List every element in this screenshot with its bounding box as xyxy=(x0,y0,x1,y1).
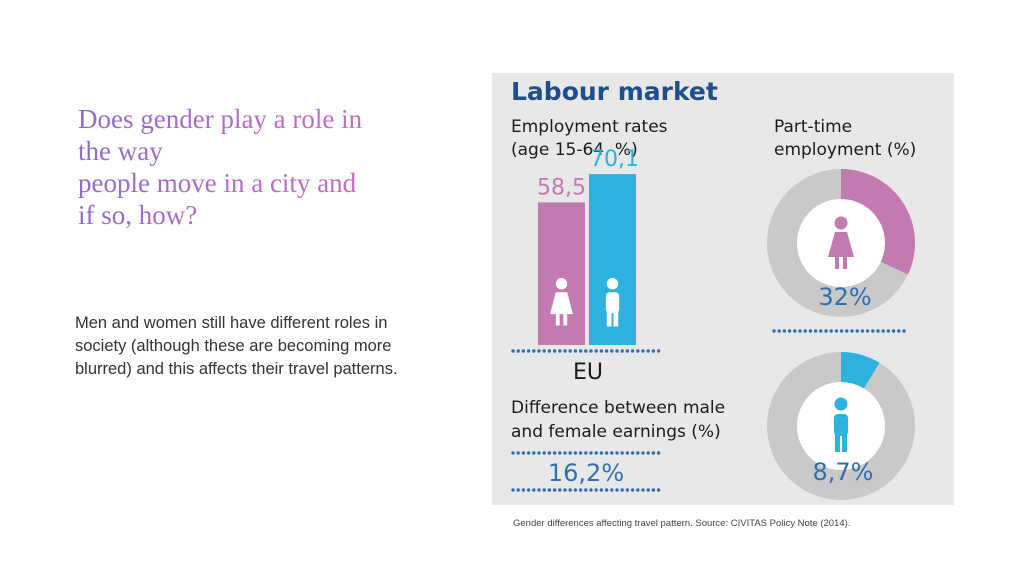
part-time-label: Part-time xyxy=(774,117,852,137)
title-line: the way xyxy=(78,136,163,166)
labour-market-infographic: Labour market Employment rates (age 15-6… xyxy=(492,73,954,505)
slide-title: Does gender play a role in the way peopl… xyxy=(78,103,423,231)
figure-caption: Gender differences affecting travel patt… xyxy=(513,518,851,529)
eu-label: EU xyxy=(573,360,603,385)
earnings-gap-sub-label: and female earnings (%) xyxy=(511,422,721,442)
female-part-time-slice xyxy=(841,169,915,275)
slide-body-text: Men and women still have different roles… xyxy=(75,314,398,378)
employment-bars: 58,570,1 xyxy=(537,147,639,345)
dotted-divider xyxy=(511,349,661,353)
male-icon xyxy=(834,397,848,452)
infographic-title: Labour market xyxy=(511,77,718,106)
part-time-donuts: 32% 8,7% xyxy=(767,169,915,500)
female-icon xyxy=(550,278,573,326)
infographic-svg: Labour market Employment rates (age 15-6… xyxy=(511,77,916,500)
employment-rates-label: Employment rates xyxy=(511,117,668,137)
employment-rates-sub-label: (age 15-64, %) xyxy=(511,140,638,160)
dotted-divider xyxy=(772,329,906,333)
male-icon xyxy=(605,278,620,327)
female-icon xyxy=(828,216,854,269)
title-line: if so, how? xyxy=(78,200,198,230)
male-employment-value: 70,1 xyxy=(590,147,639,172)
part-time-sub-label: employment (%) xyxy=(774,140,916,160)
title-line: Does gender play a role in xyxy=(78,104,363,134)
male-employment-bar xyxy=(589,174,636,345)
male-part-time-value: 8,7% xyxy=(813,458,874,486)
dotted-divider xyxy=(511,451,661,455)
title-line: people move in a city and xyxy=(78,168,357,198)
dotted-dividers xyxy=(511,329,906,492)
earnings-gap-value: 16,2% xyxy=(548,459,624,487)
female-employment-bar xyxy=(538,202,585,345)
female-part-time-value: 32% xyxy=(818,283,871,311)
earnings-gap-label: Difference between male xyxy=(511,398,725,418)
female-employment-value: 58,5 xyxy=(537,175,586,200)
male-part-time-slice xyxy=(841,352,880,389)
dotted-divider xyxy=(511,488,661,492)
